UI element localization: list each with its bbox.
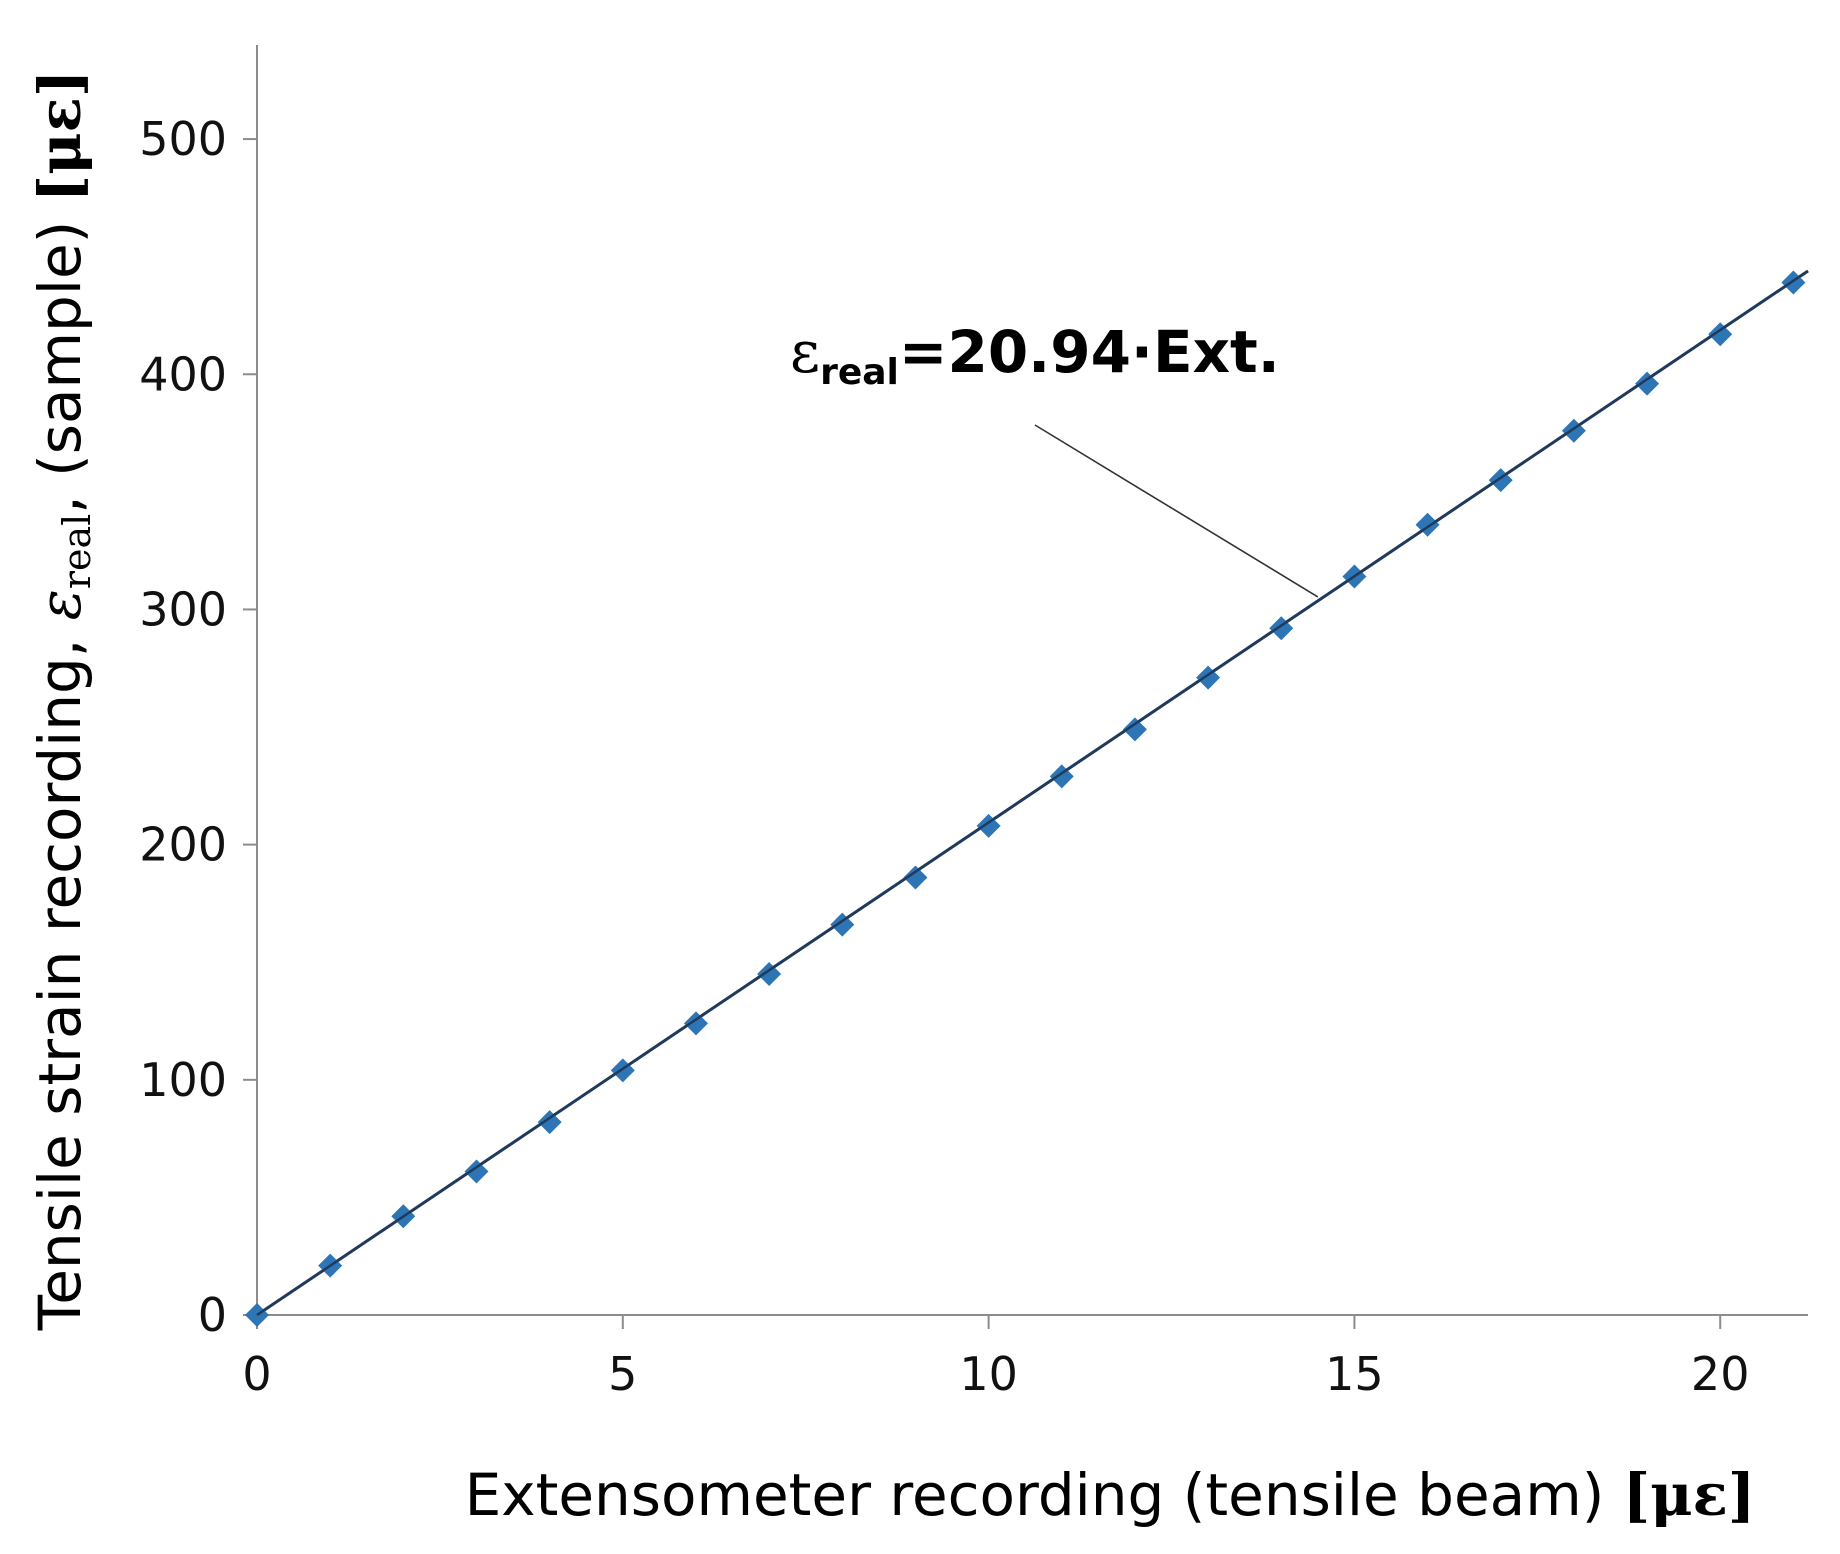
data-point <box>830 912 855 937</box>
y-tick-label: 0 <box>198 1288 227 1342</box>
x-axis-title: Extensometer recording (tensile beam) [μ… <box>465 1461 1756 1529</box>
trendline-overlay <box>256 269 1809 1317</box>
data-point <box>537 1110 562 1135</box>
data-point <box>903 865 928 890</box>
y-tick-label: 300 <box>139 582 227 636</box>
y-tick-label: 100 <box>139 1053 227 1107</box>
y-tick-label: 200 <box>139 818 227 872</box>
x-tick-label: 10 <box>959 1347 1018 1401</box>
y-axis-title: Tensile strain recording, εreal, (sample… <box>26 70 99 1332</box>
data-point <box>464 1159 489 1184</box>
annotation-leader-line <box>1034 424 1319 598</box>
data-point <box>1635 371 1660 396</box>
axes <box>256 45 1808 1316</box>
x-tick-label: 15 <box>1325 1347 1384 1401</box>
data-points <box>245 269 1809 1327</box>
data-point <box>683 1011 708 1036</box>
data-point <box>757 961 782 986</box>
trendline-equation: εreal=20.94·Ext. <box>790 318 1280 393</box>
y-tick-label: 400 <box>139 347 227 401</box>
x-tick-label: 0 <box>242 1347 271 1401</box>
y-tick-label: 500 <box>139 112 227 166</box>
x-tick-label: 5 <box>608 1347 637 1401</box>
data-point <box>1708 322 1733 347</box>
data-point <box>1122 717 1147 742</box>
x-tick-label: 20 <box>1691 1347 1750 1401</box>
